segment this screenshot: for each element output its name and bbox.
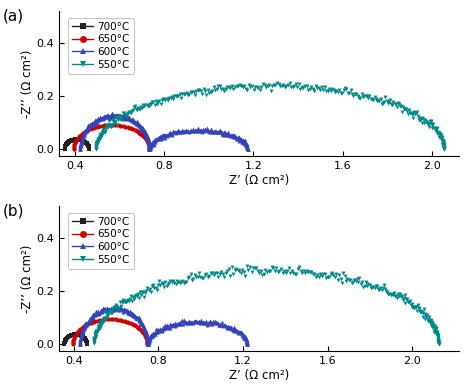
600°C bbox=[133, 314, 138, 319]
Text: (a): (a) bbox=[3, 8, 24, 23]
650°C bbox=[147, 147, 152, 152]
650°C bbox=[106, 317, 112, 321]
650°C bbox=[142, 135, 148, 140]
600°C bbox=[91, 121, 97, 125]
600°C bbox=[231, 329, 237, 334]
700°C bbox=[66, 334, 71, 339]
600°C bbox=[112, 304, 118, 308]
650°C bbox=[73, 332, 79, 336]
650°C bbox=[145, 342, 150, 347]
Legend: 700°C, 650°C, 600°C, 550°C: 700°C, 650°C, 600°C, 550°C bbox=[68, 213, 134, 269]
550°C bbox=[441, 146, 447, 151]
700°C bbox=[68, 138, 74, 143]
700°C bbox=[62, 342, 67, 347]
650°C bbox=[71, 147, 76, 152]
Line: 550°C: 550°C bbox=[94, 81, 446, 151]
550°C bbox=[436, 342, 441, 347]
600°C bbox=[240, 334, 246, 339]
600°C bbox=[131, 313, 137, 318]
X-axis label: Z’ (Ω cm²): Z’ (Ω cm²) bbox=[229, 369, 289, 382]
600°C bbox=[132, 119, 138, 124]
650°C bbox=[87, 127, 92, 132]
650°C bbox=[140, 330, 146, 335]
Line: 700°C: 700°C bbox=[63, 332, 89, 346]
550°C bbox=[148, 290, 154, 294]
Y-axis label: -Z’’ (Ω cm²): -Z’’ (Ω cm²) bbox=[21, 245, 34, 313]
700°C bbox=[63, 337, 69, 342]
700°C bbox=[78, 333, 83, 338]
550°C bbox=[150, 100, 156, 105]
Line: 650°C: 650°C bbox=[71, 317, 149, 346]
700°C bbox=[65, 140, 71, 144]
600°C bbox=[78, 342, 83, 346]
550°C bbox=[441, 147, 447, 152]
600°C bbox=[109, 111, 114, 115]
650°C bbox=[85, 321, 91, 326]
550°C bbox=[283, 271, 289, 276]
Line: 700°C: 700°C bbox=[63, 137, 91, 151]
550°C bbox=[318, 87, 323, 92]
550°C bbox=[436, 342, 441, 347]
550°C bbox=[244, 263, 250, 268]
550°C bbox=[287, 80, 292, 85]
600°C bbox=[147, 147, 152, 152]
700°C bbox=[64, 142, 69, 147]
Line: 600°C: 600°C bbox=[78, 304, 249, 346]
Line: 600°C: 600°C bbox=[78, 111, 250, 151]
650°C bbox=[147, 144, 152, 149]
700°C bbox=[79, 138, 85, 143]
650°C bbox=[108, 122, 113, 127]
Text: (b): (b) bbox=[3, 203, 25, 218]
550°C bbox=[246, 83, 252, 88]
700°C bbox=[67, 333, 73, 338]
550°C bbox=[93, 147, 99, 152]
600°C bbox=[232, 135, 237, 139]
Y-axis label: -Z’’ (Ω cm²): -Z’’ (Ω cm²) bbox=[21, 50, 34, 118]
Line: 550°C: 550°C bbox=[92, 264, 440, 346]
550°C bbox=[313, 275, 319, 279]
600°C bbox=[91, 313, 97, 317]
650°C bbox=[143, 137, 149, 142]
700°C bbox=[86, 147, 92, 152]
550°C bbox=[91, 341, 97, 346]
700°C bbox=[66, 139, 72, 144]
600°C bbox=[245, 147, 250, 152]
550°C bbox=[440, 140, 446, 145]
600°C bbox=[84, 127, 89, 132]
600°C bbox=[78, 147, 83, 152]
600°C bbox=[134, 122, 139, 126]
600°C bbox=[84, 321, 90, 326]
700°C bbox=[65, 335, 71, 339]
700°C bbox=[74, 137, 79, 142]
700°C bbox=[84, 342, 90, 347]
600°C bbox=[244, 342, 250, 346]
600°C bbox=[78, 342, 83, 347]
550°C bbox=[434, 330, 440, 335]
550°C bbox=[436, 338, 441, 343]
Legend: 700°C, 650°C, 600°C, 550°C: 700°C, 650°C, 600°C, 550°C bbox=[68, 18, 134, 74]
650°C bbox=[144, 339, 150, 344]
650°C bbox=[74, 137, 80, 142]
650°C bbox=[142, 332, 147, 336]
550°C bbox=[242, 273, 248, 278]
700°C bbox=[72, 332, 78, 337]
650°C bbox=[132, 128, 137, 132]
650°C bbox=[130, 322, 135, 327]
550°C bbox=[285, 82, 291, 87]
X-axis label: Z’ (Ω cm²): Z’ (Ω cm²) bbox=[229, 174, 289, 187]
700°C bbox=[68, 138, 73, 143]
600°C bbox=[241, 138, 246, 142]
Line: 650°C: 650°C bbox=[71, 123, 151, 151]
650°C bbox=[70, 342, 76, 347]
700°C bbox=[62, 147, 67, 152]
700°C bbox=[67, 333, 72, 338]
